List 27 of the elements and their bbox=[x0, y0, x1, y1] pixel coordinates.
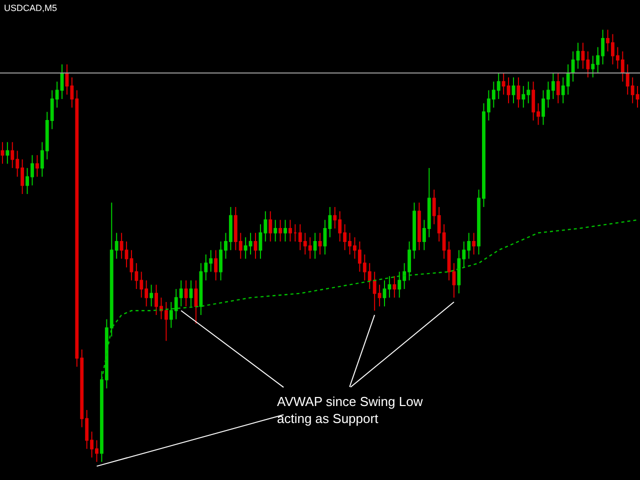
candlestick bbox=[254, 232, 258, 260]
candlestick bbox=[472, 232, 476, 255]
candlestick bbox=[268, 210, 272, 242]
annotation: AVWAP since Swing Low acting as Support bbox=[277, 394, 424, 426]
candlestick bbox=[418, 202, 421, 251]
candlestick bbox=[35, 154, 39, 178]
candlestick bbox=[556, 72, 560, 104]
candlestick bbox=[278, 219, 282, 242]
candlestick bbox=[318, 232, 322, 255]
candlestick bbox=[512, 76, 516, 104]
candlestick bbox=[571, 50, 575, 82]
chart-title: USDCAD,M5 bbox=[4, 3, 58, 13]
candlestick bbox=[0, 142, 4, 164]
candlestick bbox=[313, 232, 317, 260]
candlestick bbox=[6, 142, 10, 164]
candlestick bbox=[274, 219, 278, 242]
candlestick bbox=[293, 224, 297, 242]
candlestick bbox=[184, 280, 188, 307]
candlestick bbox=[194, 280, 198, 324]
candlestick bbox=[288, 219, 292, 242]
candlestick bbox=[392, 276, 396, 298]
candlestick bbox=[189, 280, 193, 307]
candlestick bbox=[576, 42, 580, 70]
candlestick bbox=[284, 219, 287, 242]
candlestick bbox=[214, 250, 218, 281]
candlestick bbox=[150, 284, 154, 307]
candlestick bbox=[516, 76, 520, 108]
